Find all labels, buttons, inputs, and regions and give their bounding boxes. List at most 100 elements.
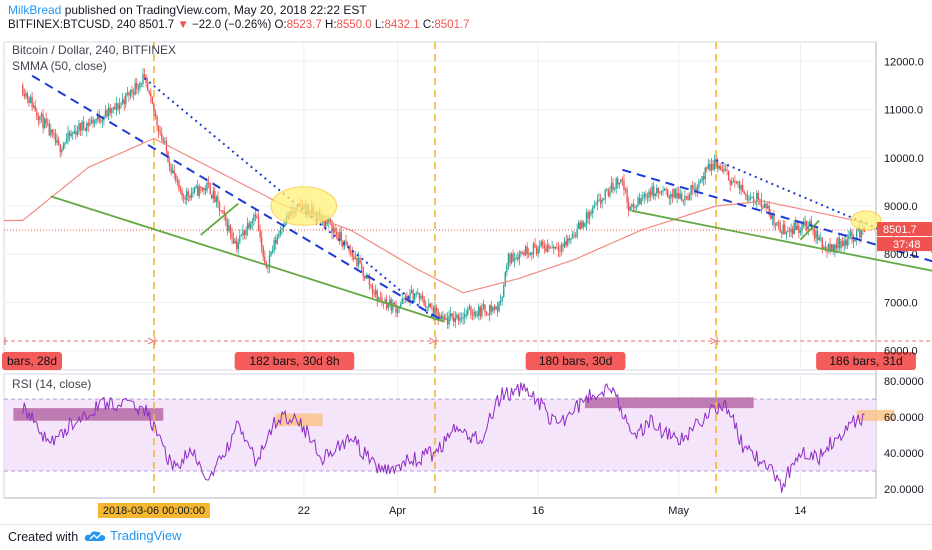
candle-body xyxy=(114,106,116,110)
candle-body xyxy=(496,306,499,312)
candle-body xyxy=(362,266,364,276)
candle-body xyxy=(682,200,685,202)
candle-body xyxy=(151,96,154,105)
candle-body xyxy=(765,203,767,209)
price-change: −22.0 (−0.26%) xyxy=(192,19,272,31)
candle-body xyxy=(267,266,269,268)
candle-body xyxy=(830,244,833,252)
candle-body xyxy=(495,306,497,310)
candle-body xyxy=(563,241,566,247)
candle-body xyxy=(254,214,257,217)
candle-body xyxy=(820,237,822,239)
candle-body xyxy=(65,139,68,144)
smma-line xyxy=(4,137,867,294)
candle-body xyxy=(813,230,816,239)
candle-body xyxy=(159,132,161,134)
candle-body xyxy=(592,207,594,214)
candle-body xyxy=(528,253,530,255)
candle-body xyxy=(613,188,616,190)
candle-body xyxy=(392,302,394,311)
candle-body xyxy=(724,169,727,170)
candle-body xyxy=(713,159,716,170)
candle-body xyxy=(791,228,794,235)
btc-chart[interactable]: bars, 28d 182 bars, 30d 8h 180 bars, 30d 18… xyxy=(0,36,932,524)
candle-body xyxy=(453,317,455,322)
candle-body xyxy=(120,102,122,105)
candle-body xyxy=(165,141,168,152)
candle-body xyxy=(546,245,549,252)
tradingview-link[interactable]: TradingView xyxy=(84,528,182,543)
cycle-label-text: bars, 28d xyxy=(7,354,57,368)
candle-body xyxy=(282,225,285,229)
candle-body xyxy=(232,238,235,244)
candle-body xyxy=(515,257,517,260)
candle-body xyxy=(346,243,349,246)
highlight-ellipse xyxy=(850,210,882,231)
down-arrow-icon: ▼ xyxy=(177,19,189,31)
candle-body xyxy=(787,231,789,233)
candle-body xyxy=(618,182,620,185)
candle-body xyxy=(187,191,189,196)
candle-body xyxy=(396,308,399,313)
candle-body xyxy=(551,246,553,249)
candle-body xyxy=(454,317,457,322)
candle-body xyxy=(696,187,699,192)
candle-body xyxy=(170,166,172,173)
candle-body xyxy=(507,253,510,267)
candle-body xyxy=(784,224,786,235)
candle-body xyxy=(731,181,733,185)
cycle-label-box xyxy=(525,352,626,371)
candle-body xyxy=(707,164,710,169)
rsi-tick-label: 20.0000 xyxy=(884,484,924,496)
candle-body xyxy=(710,163,713,171)
start-date-badge xyxy=(97,503,210,518)
candle-body xyxy=(432,307,435,317)
candle-body xyxy=(389,299,391,304)
candle-body xyxy=(795,222,797,230)
candle-body xyxy=(601,199,603,204)
candle-body xyxy=(284,223,286,226)
candle-body xyxy=(577,222,580,229)
candle-body xyxy=(851,231,853,240)
candle-body xyxy=(702,176,705,180)
candle-body xyxy=(667,189,669,197)
candle-body xyxy=(209,183,211,195)
candle-body xyxy=(504,272,506,286)
candle-body xyxy=(98,114,100,122)
candle-body xyxy=(437,310,439,320)
candle-body xyxy=(118,104,121,110)
candle-body xyxy=(599,199,602,204)
candle-body xyxy=(756,193,758,202)
candle-body xyxy=(635,205,638,208)
candle-body xyxy=(225,214,227,221)
candle-body xyxy=(549,248,552,249)
candle-body xyxy=(493,307,496,310)
candle-body xyxy=(510,253,513,264)
candle-body xyxy=(646,196,649,198)
candle-body xyxy=(442,316,444,320)
candle-body xyxy=(429,303,432,308)
candle-body xyxy=(101,119,104,122)
time-tick-label: 16 xyxy=(532,505,544,517)
candle-body xyxy=(770,214,772,219)
candle-body xyxy=(56,140,58,143)
candle-body xyxy=(140,83,143,84)
time-tick-label: Apr xyxy=(389,505,406,517)
high-label: H: xyxy=(325,19,337,31)
candle-body xyxy=(76,131,79,135)
candle-body xyxy=(804,220,806,226)
candle-body xyxy=(470,306,472,316)
candle-body xyxy=(585,212,588,224)
candle-body xyxy=(179,189,182,191)
candle-body xyxy=(712,163,714,170)
candle-body xyxy=(335,231,338,235)
candle-body xyxy=(399,303,402,307)
author-link[interactable]: MilkBread xyxy=(8,3,62,17)
candle-body xyxy=(146,82,149,91)
candle-body xyxy=(709,164,711,171)
candle-body xyxy=(513,259,516,262)
candle-body xyxy=(259,230,261,238)
candle-body xyxy=(685,196,688,197)
candle-body xyxy=(548,245,550,249)
candle-body xyxy=(153,104,155,113)
